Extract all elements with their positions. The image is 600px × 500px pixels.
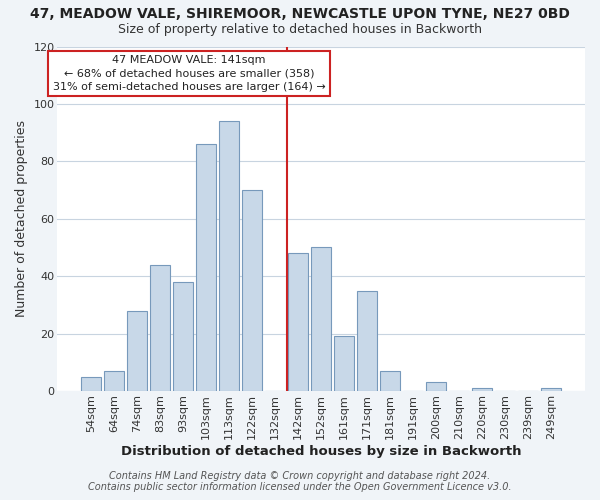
Bar (289, 253, 308, 391)
Text: Contains HM Land Registry data © Crown copyright and database right 2024.
Contai: Contains HM Land Registry data © Crown c… (88, 471, 512, 492)
Bar (151, 264, 170, 391)
Bar (427, 382, 446, 391)
Bar (82, 376, 101, 391)
Bar (196, 144, 216, 391)
Bar (173, 282, 193, 391)
Text: 47, MEADOW VALE, SHIREMOOR, NEWCASTLE UPON TYNE, NE27 0BD: 47, MEADOW VALE, SHIREMOOR, NEWCASTLE UP… (30, 8, 570, 22)
Bar (311, 248, 331, 391)
Text: Size of property relative to detached houses in Backworth: Size of property relative to detached ho… (118, 22, 482, 36)
Y-axis label: Number of detached properties: Number of detached properties (15, 120, 28, 318)
Bar (541, 388, 561, 391)
Bar (380, 371, 400, 391)
Bar (334, 336, 354, 391)
Bar (127, 310, 147, 391)
Bar (242, 190, 262, 391)
Text: 47 MEADOW VALE: 141sqm
← 68% of detached houses are smaller (358)
31% of semi-de: 47 MEADOW VALE: 141sqm ← 68% of detached… (53, 55, 325, 92)
X-axis label: Distribution of detached houses by size in Backworth: Distribution of detached houses by size … (121, 444, 521, 458)
Bar (104, 371, 124, 391)
Bar (220, 121, 239, 391)
Bar (472, 388, 492, 391)
Bar (358, 290, 377, 391)
